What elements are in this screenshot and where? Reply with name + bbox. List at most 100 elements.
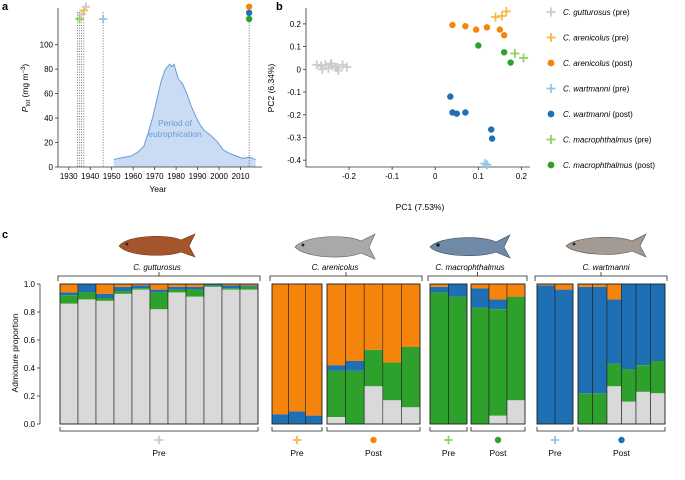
panel-a: a 1930 1940 1950 1960 1970 1980 1990 2000 201002… [2, 1, 262, 194]
sub-group-text: Post [365, 448, 383, 458]
sub-bracket [326, 427, 421, 432]
pca-point [475, 42, 482, 49]
admixture-sample [221, 283, 241, 425]
annotation-line-1: Period of [158, 118, 193, 128]
pca-point [462, 109, 469, 116]
pca-point [500, 49, 508, 56]
sub-group-marker [292, 435, 302, 445]
admixture-segment [272, 414, 289, 424]
a-x-tick-label: 2010 [232, 172, 250, 181]
admixture-segment [489, 415, 507, 424]
sub-bracket [59, 427, 259, 432]
admixture-sample [606, 283, 622, 425]
admixture-sample [59, 283, 79, 425]
b-ticks: -0.2 -0.1 0 0.1 0.2 0.2 0.1 0 -0.1 -0.2 -0.3 -0.4 [287, 20, 527, 181]
admixture-segment [240, 285, 258, 287]
admixture-panel [326, 283, 421, 425]
admixture-segment [607, 284, 622, 300]
admixture-segment [150, 309, 168, 424]
legend-period: (post) [632, 161, 655, 170]
group-name: C. gutturosus [133, 263, 181, 272]
admixture-groups: C. gutturosus Pre C. arenicolus Pre Post C. m… [57, 263, 668, 458]
admixture-segment [150, 284, 168, 290]
legend-species: C. wartmanni [563, 85, 610, 94]
admixture-segment [327, 365, 346, 371]
legend-period: (pre) [610, 85, 629, 94]
admixture-segment [489, 309, 507, 416]
c-y-tick-label: 0.8 [24, 308, 36, 317]
legend-item: C. wartmanni (post) [547, 110, 633, 119]
b-x-tick-label: 0 [433, 172, 438, 181]
admixture-segment [204, 285, 222, 287]
admixture-sample [536, 283, 556, 425]
group-header: C. wartmanni [534, 263, 668, 281]
pca-point [447, 93, 454, 100]
legend: C. gutturosus (pre)C. arenicolus (pre)C.… [546, 7, 655, 170]
sample-marker [245, 15, 253, 23]
admixture-panel-frame [59, 283, 259, 425]
legend-label: C. wartmanni (post) [563, 110, 633, 119]
admixture-segment [222, 284, 240, 286]
pca-point [497, 11, 507, 21]
admixture-sample [345, 283, 365, 425]
admixture-segment [489, 299, 507, 310]
admixture-segment [345, 284, 365, 361]
admixture-segment [621, 401, 636, 424]
legend-item: C. wartmanni (pre) [546, 84, 630, 94]
admixture-segment [132, 289, 150, 424]
admixture-sample [95, 283, 115, 425]
admixture-segment [382, 362, 402, 401]
admixture-segment [592, 393, 607, 424]
sample-marker [81, 2, 91, 11]
fish-wartmanni-image [565, 233, 647, 258]
pca-point [483, 24, 491, 31]
legend-label: C. macrophthalmus (post) [563, 161, 655, 170]
admixture-segment [555, 289, 573, 424]
admixture-segment [364, 386, 383, 424]
admixture-segment [204, 284, 222, 286]
admixture-segment [650, 393, 665, 424]
c-y-tick-label: 0.2 [24, 392, 36, 401]
admixture-panel-frame [326, 283, 421, 425]
admixture-sample [131, 283, 151, 425]
admixture-panel [59, 283, 259, 425]
sample-markers [75, 2, 253, 24]
legend-period: (post) [610, 59, 633, 68]
admixture-sample [271, 283, 289, 425]
admixture-segment [60, 284, 78, 293]
admixture-segment [305, 415, 322, 424]
admixture-sample [185, 283, 205, 425]
a-y-tick-label: 20 [44, 139, 53, 148]
admixture-segment [430, 292, 449, 424]
pca-point [453, 110, 460, 117]
a-y-tick-label: 0 [49, 163, 54, 172]
pca-point [491, 12, 501, 22]
admixture-segment [401, 347, 420, 408]
a-x-tick-label: 1980 [167, 172, 185, 181]
a-x-tick-label: 1960 [124, 172, 142, 181]
admixture-sample [448, 283, 468, 425]
admixture-sample [554, 283, 574, 425]
group-name: C. arenicolus [312, 263, 359, 272]
legend-label: C. wartmanni (pre) [563, 85, 630, 94]
admixture-sample [506, 283, 526, 425]
sub-group-marker [370, 436, 377, 444]
admixture-panel [429, 283, 468, 425]
admixture-sample [113, 283, 133, 425]
group-bracket-top [427, 275, 528, 281]
admixture-panel [536, 283, 574, 425]
b-y-tick-label: -0.4 [287, 156, 301, 165]
admixture-panel-frame [470, 283, 526, 425]
pca-point [472, 26, 480, 33]
admixture-sample [577, 283, 593, 425]
admixture-segment [555, 284, 573, 290]
c-y-label: Admixture proportion [10, 313, 20, 392]
legend-label: C. arenicolus (pre) [563, 34, 629, 43]
a-x-tick-label: 1970 [146, 172, 164, 181]
admixture-segment [222, 288, 240, 290]
legend-marker [547, 161, 555, 169]
admixture-segment [114, 293, 132, 424]
ptot-line [113, 63, 256, 161]
group-name: C. macrophthalmus [435, 263, 504, 272]
admixture-segment [345, 370, 365, 424]
